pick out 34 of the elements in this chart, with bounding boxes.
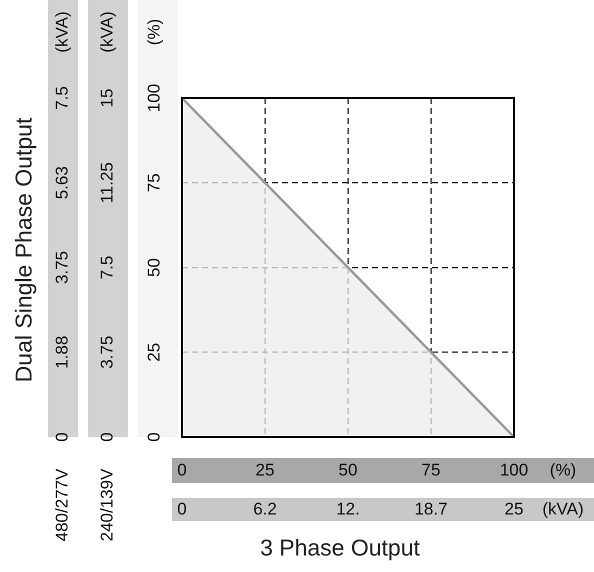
y-tick-label: 3.75 [52, 250, 72, 284]
y3-tick-label: 100 [144, 84, 164, 112]
y2-axis-title: 240/139V [98, 468, 117, 542]
x-tick-label: 50 [338, 460, 358, 480]
x2-tick-label: 0 [177, 500, 187, 519]
y2-tick-label: 0 [98, 432, 117, 442]
y-tick-label: 5.63 [52, 166, 72, 200]
text: (%) [550, 460, 576, 480]
y2-tick-label: 15 [98, 88, 117, 108]
x2-tick-label: 25 [504, 500, 524, 519]
x-tick-label: 100 [500, 460, 528, 480]
y2-tick-label: 11.25 [98, 162, 117, 204]
text: 480/277V [52, 468, 72, 542]
x-tick-label: 25 [256, 460, 274, 480]
x2-tick-label: 18.7 [414, 500, 448, 519]
y2-tick-label: 7.5 [98, 256, 117, 280]
x2-tick-label: 6.2 [253, 500, 277, 519]
text: (kVA) [98, 11, 117, 53]
y-axis-title: Dual Single Phase Output [10, 117, 36, 382]
text: (kVA) [542, 500, 584, 519]
y3-tick-label: 50 [144, 258, 164, 277]
x-tick-label: 75 [422, 460, 440, 480]
text: (%) [144, 18, 164, 46]
y-tick-label: 1.88 [52, 336, 72, 369]
y3-tick-label: 0 [144, 432, 164, 442]
text: (kVA) [52, 11, 72, 53]
y-tick-label: 0 [52, 432, 72, 442]
y3-tick-label: 75 [144, 173, 164, 192]
x-tick-label: 0 [177, 460, 187, 480]
x-axis-title: 3 Phase Output [260, 534, 421, 560]
y2-tick-label: 3.75 [98, 336, 117, 369]
x2-tick-label: 12. [336, 500, 360, 519]
y3-tick-label: 25 [144, 342, 164, 362]
y-tick-label: 7.5 [52, 86, 72, 110]
